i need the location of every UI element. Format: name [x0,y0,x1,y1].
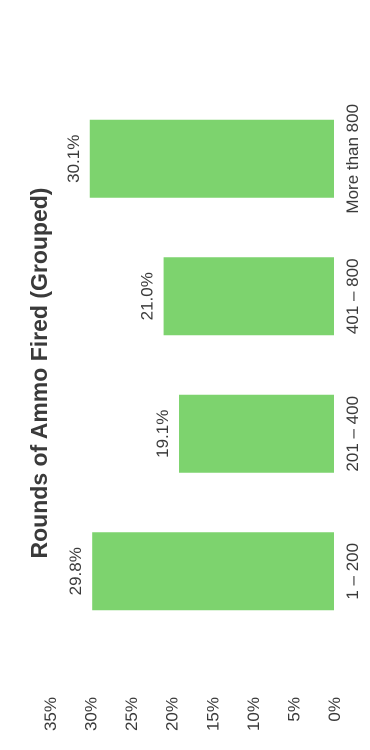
y-tick-label: 30% [82,697,101,731]
category-labels: 1 – 200 201 – 400 401 – 800 More than 800 [343,104,362,600]
category-label: More than 800 [343,104,362,214]
bar [92,532,334,611]
y-tick-label: 5% [284,697,303,722]
bar [89,119,335,198]
data-label: 21.0% [138,272,157,320]
category-label: 201 – 400 [343,396,362,472]
y-tick-label: 35% [41,697,60,731]
chart-title: Rounds of Ammo Fired (Grouped) [26,188,52,559]
category-label: 1 – 200 [343,543,362,600]
y-tick-labels: 0% 5% 10% 15% 20% 25% 30% 35% [41,697,344,731]
y-tick-label: 25% [122,697,141,731]
y-tick-label: 10% [244,697,263,731]
bar [179,394,334,473]
y-tick-label: 15% [203,697,222,731]
y-tick-label: 0% [325,697,344,722]
data-label: 29.8% [66,547,85,595]
rotated-chart-group: Rounds of Ammo Fired (Grouped) 0% 5% 10% 15… [26,104,362,731]
y-tick-label: 20% [163,697,182,731]
category-label: 401 – 800 [343,258,362,334]
bar [163,257,334,336]
data-label: 30.1% [64,135,83,183]
data-label: 19.1% [153,410,172,458]
bars [89,119,335,611]
data-labels: 29.8% 19.1% 21.0% 30.1% [64,135,172,596]
